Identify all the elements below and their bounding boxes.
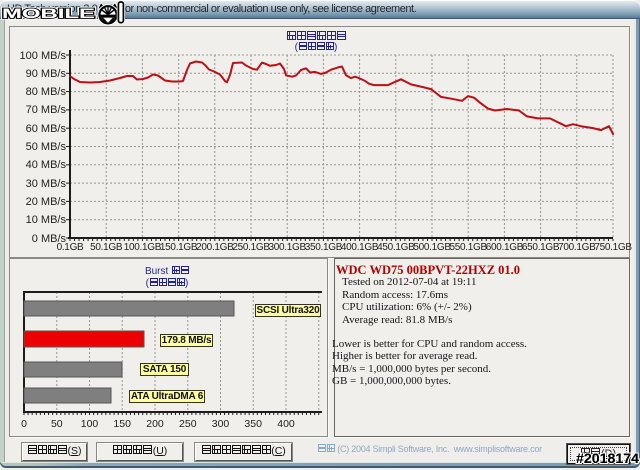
svg-text:#2018174: #2018174 [576, 451, 640, 466]
svg-text:#2018174: #2018174 [576, 451, 640, 466]
svg-text:MOBILE: MOBILE [2, 7, 96, 22]
svg-text:MOBILE: MOBILE [2, 7, 96, 22]
svg-text:MOBILE: MOBILE [2, 7, 96, 22]
